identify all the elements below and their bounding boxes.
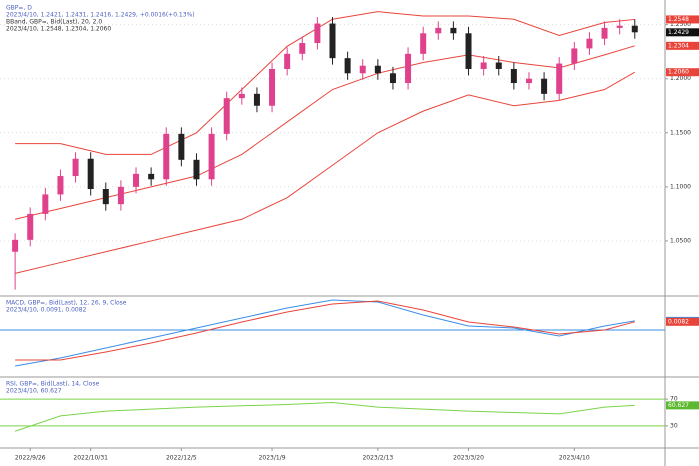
candle-body bbox=[586, 38, 593, 49]
candle-body bbox=[133, 173, 140, 187]
candle-body bbox=[571, 48, 578, 64]
candle-body bbox=[450, 27, 457, 34]
price-label: 1.2548 bbox=[668, 16, 689, 23]
series-line bbox=[15, 299, 635, 367]
x-tick-label: 2023/3/20 bbox=[453, 455, 484, 462]
indicator-values: 2023/4/10, 1.2421, 1.2431, 1.2416, 1.242… bbox=[6, 12, 195, 19]
price-label-box bbox=[666, 15, 699, 24]
candle-body bbox=[314, 23, 321, 44]
y-tick-label: 1.1500 bbox=[670, 129, 691, 136]
candle-body bbox=[208, 133, 215, 180]
candle-body bbox=[329, 23, 336, 59]
candle-body bbox=[541, 78, 548, 94]
candle-body bbox=[193, 159, 200, 180]
candle-body bbox=[269, 68, 276, 106]
candle-body bbox=[435, 27, 442, 34]
candle-body bbox=[87, 158, 94, 190]
candle-body bbox=[148, 173, 155, 180]
candle-body bbox=[510, 68, 517, 84]
candle-body bbox=[284, 53, 291, 69]
price-label-box bbox=[666, 401, 699, 410]
candle-body bbox=[495, 62, 502, 69]
y-tick-label: 1.2500 bbox=[670, 21, 691, 28]
candle-body bbox=[405, 53, 412, 84]
candle-body bbox=[238, 93, 245, 99]
x-tick-label: 2023/1/9 bbox=[259, 455, 286, 462]
x-tick-label: 2022/9/26 bbox=[15, 455, 46, 462]
candle-body bbox=[299, 43, 306, 54]
indicator-values: 2023/4/10, 0.0091, 0.0082 bbox=[6, 307, 87, 314]
indicator-title: GBP=, D bbox=[6, 5, 32, 12]
series-line bbox=[14, 401, 635, 432]
candle-body bbox=[556, 63, 563, 94]
candle-body bbox=[57, 176, 64, 195]
y-tick-label: 30 bbox=[670, 422, 678, 429]
candle-body bbox=[42, 194, 49, 214]
x-tick-label: 2023/2/13 bbox=[362, 455, 393, 462]
annotation: BBand, GBP=, Bid(Last), 20, 2.0 bbox=[6, 19, 102, 26]
candle-body bbox=[223, 98, 230, 134]
x-tick-label: 2023/4/10 bbox=[559, 455, 590, 462]
candle-body bbox=[420, 33, 427, 54]
price-label-box bbox=[666, 28, 699, 37]
indicator-title: MACD, GBP=, Bid(Last), 12, 26, 9, Close bbox=[6, 300, 127, 307]
candle-body bbox=[616, 25, 623, 28]
candle-body bbox=[72, 158, 79, 177]
price-label: 0.0082 bbox=[668, 318, 689, 325]
candle-body bbox=[525, 78, 532, 84]
candle-body bbox=[27, 213, 34, 240]
x-tick-label: 2022/12/5 bbox=[166, 455, 197, 462]
price-label-box bbox=[666, 68, 699, 77]
price-label-box bbox=[666, 317, 699, 326]
candle-body bbox=[178, 133, 185, 160]
x-tick-label: 2022/10/31 bbox=[73, 455, 108, 462]
price-label: 60.627 bbox=[668, 402, 689, 409]
candle-body bbox=[389, 73, 396, 84]
candle-body bbox=[163, 133, 170, 180]
candle-body bbox=[359, 65, 366, 74]
price-label-box bbox=[666, 41, 699, 50]
candle-body bbox=[117, 186, 124, 205]
candle-body bbox=[631, 25, 638, 33]
indicator-values: 2023/4/10, 60.627 bbox=[6, 388, 62, 395]
candle-body bbox=[12, 239, 19, 252]
y-tick-label: 1.1000 bbox=[670, 183, 691, 190]
series-line bbox=[14, 71, 636, 274]
candle-body bbox=[374, 65, 381, 74]
candle-body bbox=[102, 189, 109, 205]
price-label: 1.2304 bbox=[668, 42, 689, 49]
indicator-title: RSI, GBP=, Bid(Last), 14, Close bbox=[6, 381, 99, 388]
candle-body bbox=[465, 33, 472, 69]
price-label: 1.2060 bbox=[668, 69, 689, 76]
candle-body bbox=[601, 27, 608, 39]
candle-body bbox=[480, 62, 487, 69]
annotation: 2023/4/10, 1.2548, 1.2304, 1.2060 bbox=[6, 26, 111, 33]
y-tick-label: 70 bbox=[670, 396, 678, 403]
y-tick-label: 1.0500 bbox=[670, 237, 691, 244]
candle-body bbox=[344, 58, 351, 74]
series-line bbox=[15, 300, 635, 361]
candle-body bbox=[253, 93, 260, 106]
price-label: 1.2429 bbox=[668, 29, 689, 36]
y-tick-label: 1.2000 bbox=[670, 75, 691, 82]
